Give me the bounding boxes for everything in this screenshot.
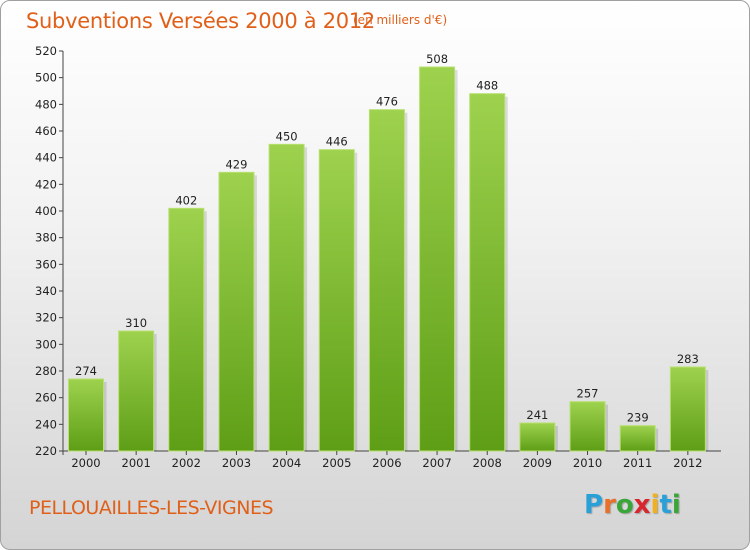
data-label-2001: 310: [125, 316, 147, 330]
y-tick-label: 360: [35, 257, 57, 271]
logo-letter: t: [659, 490, 672, 520]
bar-2009: [519, 422, 556, 452]
logo-letter: P: [584, 490, 604, 520]
y-tick-label: 380: [35, 231, 57, 245]
bar-2007: [419, 66, 456, 452]
logo-letter: x: [633, 490, 651, 520]
y-tick-label: 480: [35, 97, 57, 111]
bar-2004: [268, 143, 305, 452]
logo-letter: o: [615, 490, 634, 520]
bar-2010: [569, 401, 606, 452]
data-label-2002: 402: [175, 193, 197, 207]
bar-2011: [619, 425, 656, 452]
logo-letter: r: [603, 490, 616, 520]
x-tick-label-2009: 2009: [523, 456, 552, 470]
bar-2002: [168, 207, 205, 452]
bar-2006: [368, 109, 405, 452]
y-tick-label: 440: [35, 151, 57, 165]
y-tick-label: 420: [35, 177, 57, 191]
x-tick-label-2004: 2004: [272, 456, 301, 470]
x-tick-label-2008: 2008: [473, 456, 502, 470]
bar-2005: [318, 149, 355, 452]
bar-2001: [118, 330, 155, 452]
data-label-2012: 283: [677, 352, 699, 366]
y-tick-label: 460: [35, 124, 57, 138]
y-tick-label: 220: [35, 444, 57, 458]
chart-title: Subventions Versées 2000 à 2012: [26, 9, 375, 33]
y-tick-label: 520: [35, 44, 57, 58]
y-tick-label: 260: [35, 391, 57, 405]
x-tick-label-2007: 2007: [422, 456, 451, 470]
y-tick-label: 340: [35, 284, 57, 298]
x-tick-label-2010: 2010: [573, 456, 602, 470]
y-tick-label: 400: [35, 204, 57, 218]
y-tick-label: 240: [35, 417, 57, 431]
data-label-2004: 450: [276, 129, 298, 143]
data-label-2005: 446: [326, 135, 348, 149]
bar-2003: [218, 171, 255, 452]
commune-name: PELLOUAILLES-LES-VIGNES: [29, 497, 274, 519]
y-tick-label: 280: [35, 364, 57, 378]
data-label-2009: 241: [526, 408, 548, 422]
proxiti-logo: Proxiti: [584, 490, 681, 520]
x-tick-label-2003: 2003: [222, 456, 251, 470]
data-label-2011: 239: [627, 411, 649, 425]
data-label-2006: 476: [376, 95, 398, 109]
x-tick-label-2001: 2001: [122, 456, 151, 470]
y-tick-label: 300: [35, 337, 57, 351]
data-label-2008: 488: [476, 79, 498, 93]
x-tick-label-2002: 2002: [172, 456, 201, 470]
bar-2012: [669, 366, 706, 452]
chart-subtitle: (en milliers d'€): [353, 13, 448, 27]
y-tick-label: 500: [35, 71, 57, 85]
data-label-2003: 429: [225, 157, 247, 171]
y-tick-label: 320: [35, 311, 57, 325]
logo-letter: i: [650, 490, 660, 520]
data-label-2010: 257: [577, 387, 599, 401]
bar-2000: [68, 378, 104, 452]
data-label-2000: 274: [75, 364, 97, 378]
logo-letter: i: [671, 490, 681, 520]
x-tick-label-2012: 2012: [673, 456, 702, 470]
bar-2008: [469, 93, 506, 452]
x-tick-label-2005: 2005: [322, 456, 351, 470]
data-label-2007: 508: [426, 52, 448, 66]
x-tick-label-2011: 2011: [623, 456, 652, 470]
x-tick-label-2000: 2000: [71, 456, 100, 470]
x-tick-label-2006: 2006: [372, 456, 401, 470]
